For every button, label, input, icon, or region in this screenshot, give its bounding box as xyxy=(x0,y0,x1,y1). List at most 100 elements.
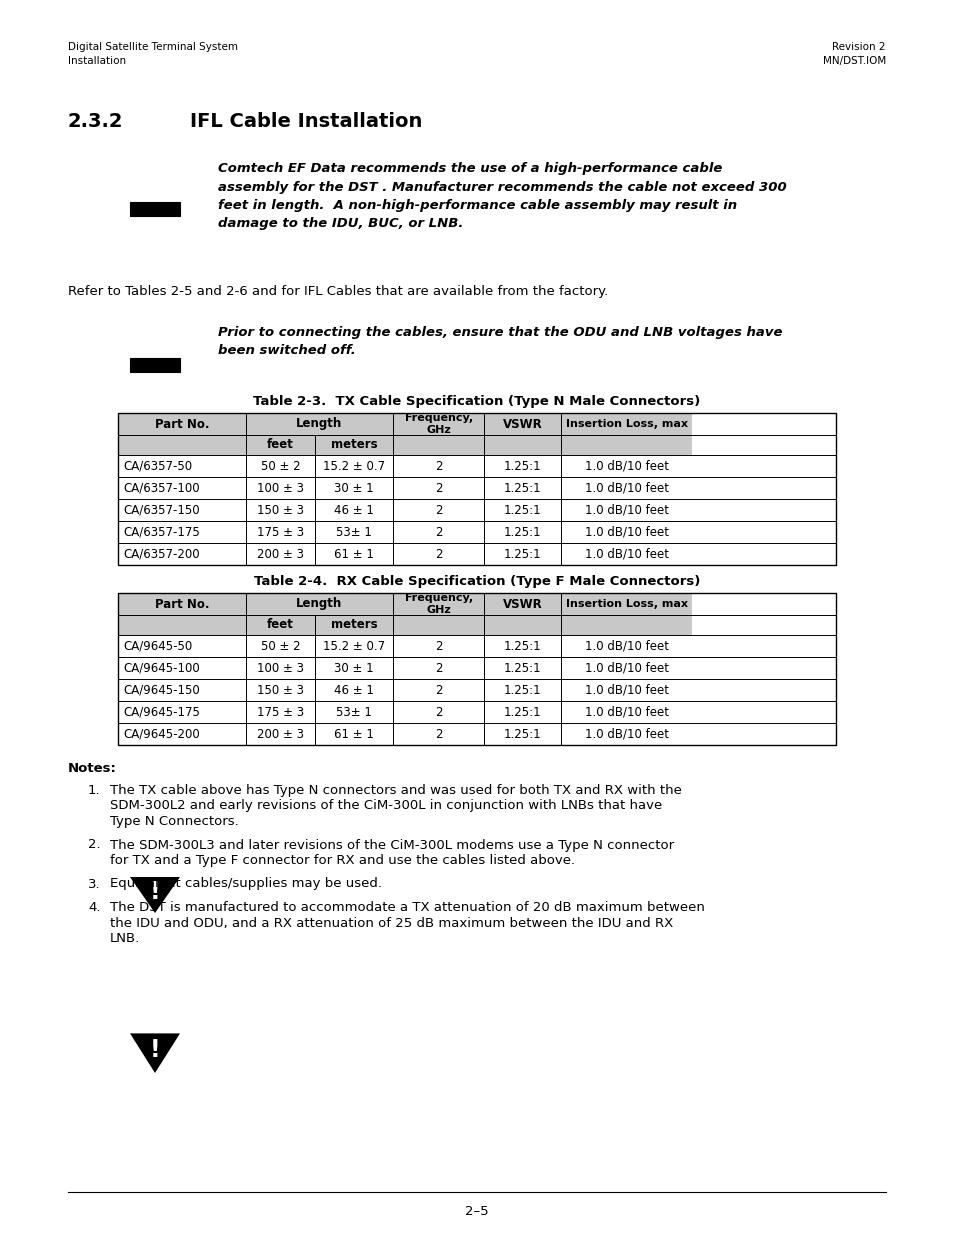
Bar xyxy=(560,657,692,679)
Bar xyxy=(484,635,560,657)
Text: 50 ± 2: 50 ± 2 xyxy=(260,459,300,473)
Bar xyxy=(246,499,315,521)
Bar xyxy=(484,679,560,701)
Bar xyxy=(393,543,484,564)
Bar xyxy=(393,722,484,745)
Bar xyxy=(560,412,692,435)
Bar xyxy=(118,543,246,564)
Text: 1.25:1: 1.25:1 xyxy=(503,482,541,494)
Bar xyxy=(118,435,246,454)
Text: Comtech EF Data recommends the use of a high-performance cable
assembly for the : Comtech EF Data recommends the use of a … xyxy=(218,162,786,231)
Bar xyxy=(118,499,246,521)
Bar xyxy=(484,543,560,564)
Bar xyxy=(393,499,484,521)
Text: 15.2 ± 0.7: 15.2 ± 0.7 xyxy=(323,459,385,473)
Bar xyxy=(246,412,315,435)
Bar xyxy=(246,701,315,722)
Text: meters: meters xyxy=(331,438,377,452)
Text: 53± 1: 53± 1 xyxy=(335,526,372,538)
Bar xyxy=(118,701,246,722)
Text: 2–5: 2–5 xyxy=(465,1205,488,1218)
Bar xyxy=(130,358,180,372)
Text: 1.0 dB/10 feet: 1.0 dB/10 feet xyxy=(584,640,668,652)
Text: 1.0 dB/10 feet: 1.0 dB/10 feet xyxy=(584,482,668,494)
Bar xyxy=(118,477,246,499)
Bar xyxy=(393,615,484,635)
Text: CA/9645-150: CA/9645-150 xyxy=(123,683,199,697)
Text: meters: meters xyxy=(331,619,377,631)
Bar xyxy=(118,593,246,615)
Bar xyxy=(246,477,315,499)
Bar xyxy=(246,593,315,615)
Text: 2: 2 xyxy=(435,727,442,741)
Bar xyxy=(484,615,560,635)
Text: MN/DST.IOM: MN/DST.IOM xyxy=(821,56,885,65)
Bar xyxy=(246,657,315,679)
Bar xyxy=(118,657,246,679)
Text: Installation: Installation xyxy=(68,56,126,65)
Text: 175 ± 3: 175 ± 3 xyxy=(256,705,304,719)
Text: 1.0 dB/10 feet: 1.0 dB/10 feet xyxy=(584,705,668,719)
Bar xyxy=(118,412,246,435)
Bar xyxy=(484,593,560,615)
Bar xyxy=(118,521,246,543)
Text: 100 ± 3: 100 ± 3 xyxy=(257,482,304,494)
Text: 1.0 dB/10 feet: 1.0 dB/10 feet xyxy=(584,683,668,697)
Bar xyxy=(130,201,180,216)
Text: Length: Length xyxy=(296,417,342,431)
Text: 2: 2 xyxy=(435,705,442,719)
Text: 2.: 2. xyxy=(88,839,100,851)
Bar xyxy=(118,454,246,477)
Bar xyxy=(315,722,393,745)
Bar xyxy=(560,499,692,521)
Text: 46 ± 1: 46 ± 1 xyxy=(334,683,374,697)
Text: CA/6357-150: CA/6357-150 xyxy=(123,504,199,516)
Text: 2: 2 xyxy=(435,547,442,561)
Text: 1.0 dB/10 feet: 1.0 dB/10 feet xyxy=(584,662,668,674)
Bar xyxy=(315,593,393,615)
Bar xyxy=(393,477,484,499)
Text: Equivalent cables/supplies may be used.: Equivalent cables/supplies may be used. xyxy=(110,878,381,890)
Text: Part No.: Part No. xyxy=(154,417,209,431)
Text: 1.25:1: 1.25:1 xyxy=(503,504,541,516)
Bar xyxy=(118,593,835,745)
Text: 1.25:1: 1.25:1 xyxy=(503,547,541,561)
Text: The DST is manufactured to accommodate a TX attenuation of 20 dB maximum between: The DST is manufactured to accommodate a… xyxy=(110,902,704,914)
Bar xyxy=(560,435,692,454)
Text: LNB.: LNB. xyxy=(110,932,140,945)
Bar xyxy=(315,543,393,564)
Text: 1.0 dB/10 feet: 1.0 dB/10 feet xyxy=(584,547,668,561)
Polygon shape xyxy=(130,1034,180,1073)
Bar xyxy=(393,593,484,615)
Text: CA/6357-50: CA/6357-50 xyxy=(123,459,192,473)
Text: 30 ± 1: 30 ± 1 xyxy=(335,482,374,494)
Text: CA/9645-50: CA/9645-50 xyxy=(123,640,193,652)
Text: CA/6357-175: CA/6357-175 xyxy=(123,526,199,538)
Text: 150 ± 3: 150 ± 3 xyxy=(257,504,304,516)
Bar xyxy=(560,477,692,499)
Bar xyxy=(484,722,560,745)
Bar xyxy=(246,454,315,477)
Text: 46 ± 1: 46 ± 1 xyxy=(334,504,374,516)
Bar xyxy=(315,615,393,635)
Bar xyxy=(315,679,393,701)
Bar xyxy=(118,412,835,564)
Bar xyxy=(484,435,560,454)
Text: 1.25:1: 1.25:1 xyxy=(503,683,541,697)
Text: VSWR: VSWR xyxy=(502,417,542,431)
Bar xyxy=(484,701,560,722)
Text: CAUTION: CAUTION xyxy=(137,1024,172,1030)
Text: 53± 1: 53± 1 xyxy=(335,705,372,719)
Text: 2: 2 xyxy=(435,683,442,697)
Text: Insertion Loss, max: Insertion Loss, max xyxy=(565,599,687,609)
Text: 1.25:1: 1.25:1 xyxy=(503,526,541,538)
Bar xyxy=(315,635,393,657)
Text: 1.25:1: 1.25:1 xyxy=(503,727,541,741)
Text: The SDM-300L3 and later revisions of the CiM-300L modems use a Type N connector: The SDM-300L3 and later revisions of the… xyxy=(110,839,674,851)
Text: 4.: 4. xyxy=(88,902,100,914)
Text: 50 ± 2: 50 ± 2 xyxy=(260,640,300,652)
Text: 1.25:1: 1.25:1 xyxy=(503,705,541,719)
Text: 1.25:1: 1.25:1 xyxy=(503,640,541,652)
Bar xyxy=(315,454,393,477)
Bar xyxy=(315,412,393,435)
